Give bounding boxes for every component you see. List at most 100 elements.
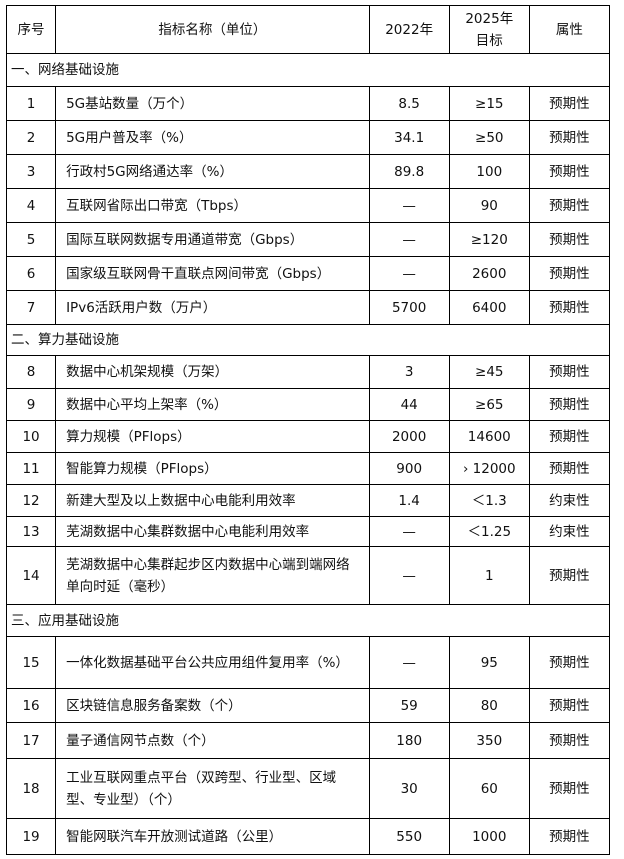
cell-2022: 5700 [368, 290, 450, 325]
cell-name: 芜湖数据中心集群起步区内数据中心端到端网络单向时延（毫秒） [55, 546, 370, 605]
cell-2025-target: 1000 [448, 818, 530, 855]
cell-attribute: 预期性 [528, 355, 611, 389]
table-row: 15 一体化数据基础平台公共应用组件复用率（%） —95 预期性 [5, 636, 611, 689]
header-2025-text: 2025年目标 [465, 10, 514, 49]
cell-2025-target: 95 [448, 636, 530, 689]
cell-name: 智能算力规模（PFlops） [55, 452, 370, 485]
table-row: 10 算力规模（PFlops） 2000 14600 预期性 [5, 420, 611, 453]
table-row: 19 智能网联汽车开放测试道路（公里） 550 1000 预期性 [5, 818, 611, 855]
cell-2025-target: 100 [448, 154, 530, 189]
cell-name: 数据中心平均上架率（%） [55, 388, 370, 421]
cell-attribute: 约束性 [528, 484, 611, 517]
section-title: 一、网络基础设施 [6, 53, 610, 87]
cell-2022: — [368, 546, 450, 605]
header-2022: 2022年 [368, 5, 450, 54]
cell-no: 6 [5, 256, 57, 291]
cell-2025-target: › 12000 [448, 452, 530, 485]
cell-attribute: 预期性 [528, 256, 611, 291]
table-row: 5 国际互联网数据专用通道带宽（Gbps） — ≥120 预期性 [5, 222, 611, 257]
cell-no: 1 [5, 86, 57, 121]
cell-2022: 44 [368, 388, 450, 421]
header-no: 序号 [5, 5, 57, 54]
table-row: 2 5G用户普及率（%） 34.1 ≥50 预期性 [5, 120, 611, 155]
cell-2025-target: 14600 [448, 420, 530, 453]
cell-name: 数据中心机架规模（万架） [55, 355, 370, 389]
cell-2022: 30 [368, 758, 450, 819]
cell-2025-target: ＜1.3 [448, 484, 530, 517]
cell-2022: — [368, 222, 450, 257]
cell-no: 13 [5, 516, 57, 547]
cell-2022: 89.8 [368, 154, 450, 189]
cell-name: 芜湖数据中心集群数据中心电能利用效率 [55, 516, 370, 547]
cell-no: 2 [5, 120, 57, 155]
section-row: 三、应用基础设施 [6, 604, 610, 637]
cell-attribute: 预期性 [528, 120, 611, 155]
cell-name: 互联网省际出口带宽（Tbps） [55, 188, 370, 223]
table-row: 12 新建大型及以上数据中心电能利用效率 1.4 ＜1.3 约束性 [5, 484, 611, 517]
cell-2025-target: 60 [448, 758, 530, 819]
cell-2025-target: ≥65 [448, 388, 530, 421]
cell-attribute: 预期性 [528, 636, 611, 689]
header-row: 序号 指标名称（单位） 2022年 2025年目标 属性 [5, 5, 611, 54]
cell-no: 10 [5, 420, 57, 453]
cell-name: 国际互联网数据专用通道带宽（Gbps） [55, 222, 370, 257]
cell-2022: 34.1 [368, 120, 450, 155]
table-row: 7 IPv6活跃用户数（万户） 5700 6400 预期性 [5, 290, 611, 325]
cell-no: 4 [5, 188, 57, 223]
cell-no: 12 [5, 484, 57, 517]
cell-no: 16 [5, 688, 57, 723]
cell-name: 新建大型及以上数据中心电能利用效率 [55, 484, 370, 517]
section-title: 三、应用基础设施 [6, 604, 610, 637]
cell-attribute: 预期性 [528, 722, 611, 759]
cell-no: 11 [5, 452, 57, 485]
cell-2022: — [368, 188, 450, 223]
cell-2025-target: ≥120 [448, 222, 530, 257]
cell-2025-target: 80 [448, 688, 530, 723]
cell-no: 18 [5, 758, 57, 819]
cell-attribute: 预期性 [528, 420, 611, 453]
header-attr: 属性 [528, 5, 611, 54]
cell-2022: — [368, 636, 450, 689]
table-row: 13 芜湖数据中心集群数据中心电能利用效率 — ＜1.25 约束性 [5, 516, 611, 547]
cell-2022: 180 [368, 722, 450, 759]
table-row: 17 量子通信网节点数（个） 180 350 预期性 [5, 722, 611, 759]
cell-no: 9 [5, 388, 57, 421]
cell-2022: 59 [368, 688, 450, 723]
cell-attribute: 预期性 [528, 188, 611, 223]
cell-2022: 1.4 [368, 484, 450, 517]
cell-attribute: 预期性 [528, 688, 611, 723]
table-row: 8 数据中心机架规模（万架） 3 ≥45 预期性 [5, 355, 611, 389]
cell-name: 国家级互联网骨干直联点网间带宽（Gbps） [55, 256, 370, 291]
cell-no: 15 [5, 636, 57, 689]
cell-2025-target: 1 [448, 546, 530, 605]
cell-name: 一体化数据基础平台公共应用组件复用率（%） [55, 636, 370, 689]
cell-attribute: 预期性 [528, 758, 611, 819]
table-row: 16 区块链信息服务备案数（个） 59 80 预期性 [5, 688, 611, 723]
cell-2025-target: ≥50 [448, 120, 530, 155]
cell-2025-target: 6400 [448, 290, 530, 325]
cell-name: 算力规模（PFlops） [55, 420, 370, 453]
table-row: 6 国家级互联网骨干直联点网间带宽（Gbps） —2600 预期性 [5, 256, 611, 291]
cell-2025-target: 2600 [448, 256, 530, 291]
cell-2025-target: 350 [448, 722, 530, 759]
cell-2025-target: ≥45 [448, 355, 530, 389]
cell-name: 5G用户普及率（%） [55, 120, 370, 155]
cell-2022: 3 [368, 355, 450, 389]
cell-name: 量子通信网节点数（个） [55, 722, 370, 759]
cell-attribute: 预期性 [528, 86, 611, 121]
section-title: 二、算力基础设施 [6, 324, 610, 356]
cell-name: 5G基站数量（万个） [55, 86, 370, 121]
cell-attribute: 预期性 [528, 546, 611, 605]
cell-attribute: 约束性 [528, 516, 611, 547]
section-row: 二、算力基础设施 [6, 324, 610, 356]
table-row: 1 5G基站数量（万个） 8.5 ≥15 预期性 [5, 86, 611, 121]
cell-2022: 550 [368, 818, 450, 855]
cell-attribute: 预期性 [528, 290, 611, 325]
cell-name: 行政村5G网络通达率（%） [55, 154, 370, 189]
table-row: 11 智能算力规模（PFlops） 900 › 12000 预期性 [5, 452, 611, 485]
cell-2025-target: ≥15 [448, 86, 530, 121]
cell-2025-target: ＜1.25 [448, 516, 530, 547]
cell-no: 3 [5, 154, 57, 189]
cell-attribute: 预期性 [528, 452, 611, 485]
table-row: 14 芜湖数据中心集群起步区内数据中心端到端网络单向时延（毫秒） —1 预期性 [5, 546, 611, 605]
